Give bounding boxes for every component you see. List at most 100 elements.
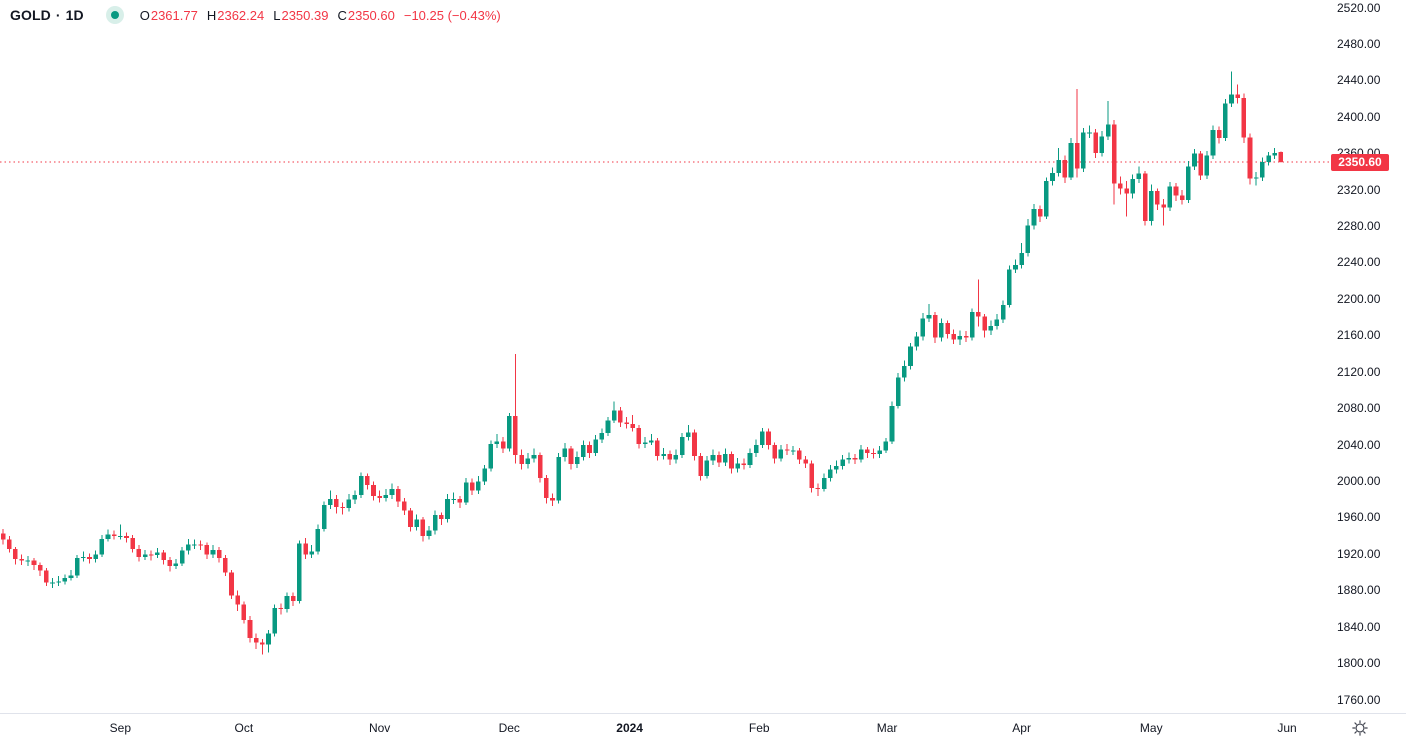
candle — [1000, 300, 1006, 324]
candle — [827, 465, 833, 482]
candle — [605, 416, 611, 436]
last-price-label[interactable]: 2350.60 — [1331, 153, 1389, 171]
candle — [624, 416, 629, 429]
candle — [735, 457, 740, 473]
candle — [988, 320, 994, 335]
axis-settings-gear-icon[interactable] — [1352, 720, 1368, 736]
candle — [1142, 170, 1148, 226]
candle — [648, 434, 654, 446]
candle — [68, 569, 74, 581]
candle — [1210, 125, 1216, 160]
candle — [587, 441, 592, 458]
candle — [1204, 150, 1210, 180]
candle — [476, 476, 481, 495]
candle — [1186, 160, 1191, 203]
candle — [1229, 71, 1234, 108]
time-axis[interactable]: Sep Oct Nov Dec 2024 Feb Mar Apr May Jun — [0, 713, 1406, 749]
symbol-title[interactable]: GOLD · 1D — [10, 7, 84, 23]
candle — [760, 427, 765, 448]
candle — [253, 633, 259, 650]
legend-separator: · — [55, 7, 61, 23]
candle — [241, 601, 247, 624]
candle — [772, 442, 778, 464]
candle — [457, 496, 463, 508]
candle — [31, 557, 37, 570]
candle — [327, 490, 333, 509]
candle — [278, 603, 284, 615]
candle — [729, 451, 734, 474]
candle — [124, 532, 129, 543]
price-axis-label: 2240.00 — [1337, 255, 1381, 270]
price-axis-label: 2440.00 — [1337, 73, 1381, 88]
candle — [865, 446, 870, 458]
candle — [908, 343, 913, 370]
candle — [395, 486, 401, 507]
candle — [494, 434, 500, 448]
candle — [408, 507, 413, 532]
candle — [704, 455, 710, 479]
candle — [939, 318, 944, 342]
price-axis-label: 1880.00 — [1337, 583, 1381, 598]
candle — [994, 313, 1000, 330]
close-label: C — [337, 7, 347, 23]
candle — [815, 483, 821, 497]
candle — [889, 401, 895, 445]
candle — [883, 437, 889, 454]
candle — [445, 494, 450, 523]
candle — [932, 312, 938, 344]
candle — [371, 481, 376, 501]
time-axis-label: Nov — [368, 721, 391, 735]
candle — [593, 435, 598, 456]
candle — [260, 638, 265, 655]
price-axis[interactable]: 2350.60 2520.002480.002440.002400.002360… — [1324, 0, 1406, 713]
candle — [1105, 100, 1111, 141]
candle — [611, 401, 617, 424]
candle — [1087, 125, 1092, 139]
candle — [1050, 167, 1055, 186]
price-axis-label: 1960.00 — [1337, 510, 1381, 525]
candle — [463, 477, 469, 506]
candle — [685, 425, 691, 441]
candle — [105, 529, 111, 542]
market-status-icon[interactable] — [105, 6, 124, 24]
time-axis-label: Oct — [234, 721, 254, 735]
candle — [1118, 176, 1123, 195]
candle — [1081, 128, 1086, 172]
candle — [173, 558, 179, 569]
candle — [1130, 174, 1136, 199]
candle — [198, 540, 203, 550]
candle — [1216, 126, 1222, 144]
candle — [766, 428, 771, 450]
candle — [87, 553, 92, 564]
candle — [618, 406, 623, 427]
candle — [346, 494, 352, 512]
price-axis-label: 2000.00 — [1337, 473, 1381, 488]
candle — [1019, 242, 1024, 269]
price-axis-label: 2480.00 — [1337, 36, 1381, 51]
candle — [1192, 149, 1197, 171]
candle — [229, 569, 234, 599]
candle — [482, 465, 487, 486]
candle — [1167, 181, 1173, 212]
candle — [56, 576, 61, 587]
candlestick-plot[interactable] — [0, 0, 1332, 713]
candle — [1044, 177, 1049, 220]
candle — [340, 502, 345, 515]
candle — [976, 279, 981, 327]
candle — [210, 545, 216, 558]
open-label: O — [139, 7, 150, 23]
candle — [679, 433, 685, 458]
price-axis-label: 2520.00 — [1337, 0, 1381, 15]
candle — [488, 440, 494, 472]
candle — [556, 453, 561, 504]
candle — [1093, 129, 1099, 159]
candle — [753, 439, 759, 457]
candle — [99, 535, 105, 558]
time-axis-label: Sep — [109, 721, 132, 735]
price-axis-label: 2120.00 — [1337, 364, 1381, 379]
price-axis-label: 2200.00 — [1337, 291, 1381, 306]
low-label: L — [273, 7, 281, 23]
candle — [167, 557, 173, 572]
candle — [599, 428, 605, 444]
